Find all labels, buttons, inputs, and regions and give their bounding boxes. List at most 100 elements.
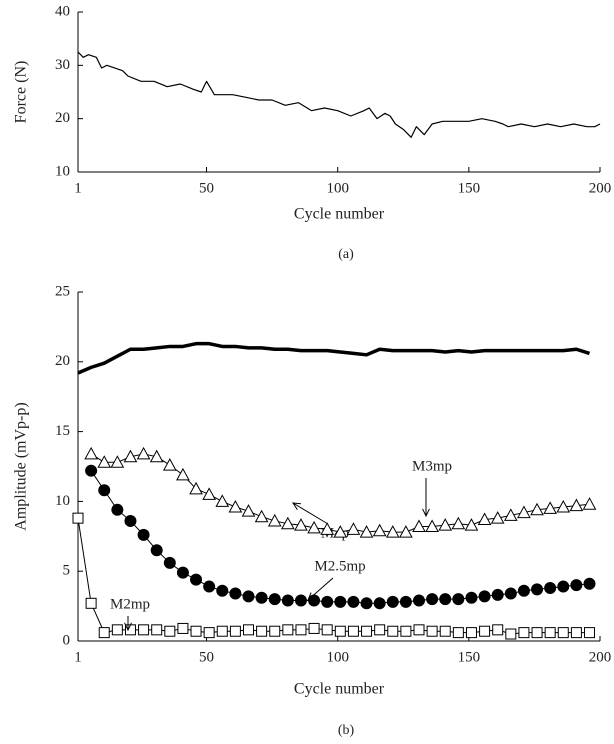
marker	[438, 518, 453, 531]
marker	[320, 522, 335, 535]
marker	[256, 625, 268, 637]
marker	[176, 467, 190, 481]
arrow-shaft	[307, 577, 334, 601]
marker	[124, 624, 136, 636]
marker	[242, 590, 255, 603]
marker	[177, 622, 189, 634]
marker	[451, 516, 466, 530]
marker	[308, 622, 320, 634]
marker	[503, 508, 518, 521]
y-tick-label: 15	[55, 423, 70, 439]
marker	[124, 514, 137, 527]
marker	[582, 497, 597, 510]
series-line	[77, 341, 591, 375]
marker	[72, 512, 84, 524]
marker	[321, 624, 333, 636]
marker	[531, 627, 543, 639]
x-tick-label: 50	[199, 180, 214, 196]
y-tick-label: 30	[55, 57, 70, 73]
y-tick-label: 5	[63, 563, 71, 579]
y-tick-label: 20	[55, 353, 70, 369]
marker	[491, 588, 504, 601]
marker	[543, 501, 558, 514]
marker	[570, 579, 583, 592]
y-tick-label: 0	[63, 632, 71, 648]
marker	[151, 624, 163, 636]
series-label: M2.5mp	[314, 558, 365, 574]
x-tick-label: 200	[589, 649, 612, 665]
marker	[452, 627, 464, 639]
marker	[531, 583, 544, 596]
marker	[584, 627, 596, 639]
marker	[268, 593, 281, 606]
marker	[556, 499, 571, 513]
marker	[492, 624, 504, 636]
marker	[150, 544, 163, 557]
marker	[163, 556, 176, 569]
marker	[544, 581, 557, 594]
marker	[490, 511, 505, 524]
marker	[412, 519, 426, 533]
marker	[203, 627, 215, 639]
marker	[361, 625, 373, 637]
marker	[399, 595, 412, 608]
caption: (a)	[338, 247, 354, 262]
marker	[359, 525, 374, 538]
marker	[452, 593, 465, 606]
marker	[387, 625, 399, 637]
marker	[321, 595, 334, 608]
marker	[505, 628, 517, 640]
marker	[229, 587, 242, 600]
marker	[307, 520, 321, 534]
marker	[530, 502, 544, 516]
marker	[465, 591, 478, 604]
marker	[294, 594, 307, 607]
marker	[517, 584, 530, 597]
series-label: M2mp	[110, 596, 150, 612]
x-tick-label: 100	[326, 180, 349, 196]
marker	[517, 505, 531, 519]
x-tick-label: 150	[458, 180, 481, 196]
marker	[228, 499, 243, 513]
marker	[557, 627, 569, 639]
marker	[202, 487, 216, 500]
marker	[465, 627, 477, 639]
marker	[504, 587, 517, 600]
marker	[439, 625, 451, 637]
marker	[85, 464, 98, 477]
marker	[255, 591, 268, 604]
x-tick-label: 50	[199, 649, 214, 665]
marker	[570, 627, 582, 639]
series-line	[77, 51, 601, 138]
marker	[426, 625, 438, 637]
marker	[583, 577, 596, 590]
marker	[164, 625, 176, 637]
marker	[190, 625, 202, 637]
marker	[374, 624, 386, 636]
marker	[464, 518, 479, 531]
x-axis-label: Cycle number	[294, 206, 385, 223]
marker	[373, 597, 386, 610]
marker	[190, 573, 203, 586]
marker	[111, 624, 123, 636]
marker	[346, 522, 361, 535]
marker	[386, 595, 399, 608]
x-tick-label: 150	[458, 649, 481, 665]
marker	[347, 625, 359, 637]
marker	[557, 580, 570, 593]
series-label: M3mp	[412, 458, 452, 474]
marker	[162, 458, 177, 471]
marker	[439, 593, 452, 606]
marker	[385, 525, 400, 538]
marker	[84, 446, 98, 460]
marker	[413, 624, 425, 636]
marker	[254, 509, 269, 523]
marker	[267, 513, 282, 527]
y-tick-label: 40	[55, 3, 70, 19]
marker	[137, 528, 150, 541]
arrow-head	[124, 622, 132, 632]
marker	[478, 590, 491, 603]
marker	[372, 523, 387, 537]
marker	[400, 625, 412, 637]
